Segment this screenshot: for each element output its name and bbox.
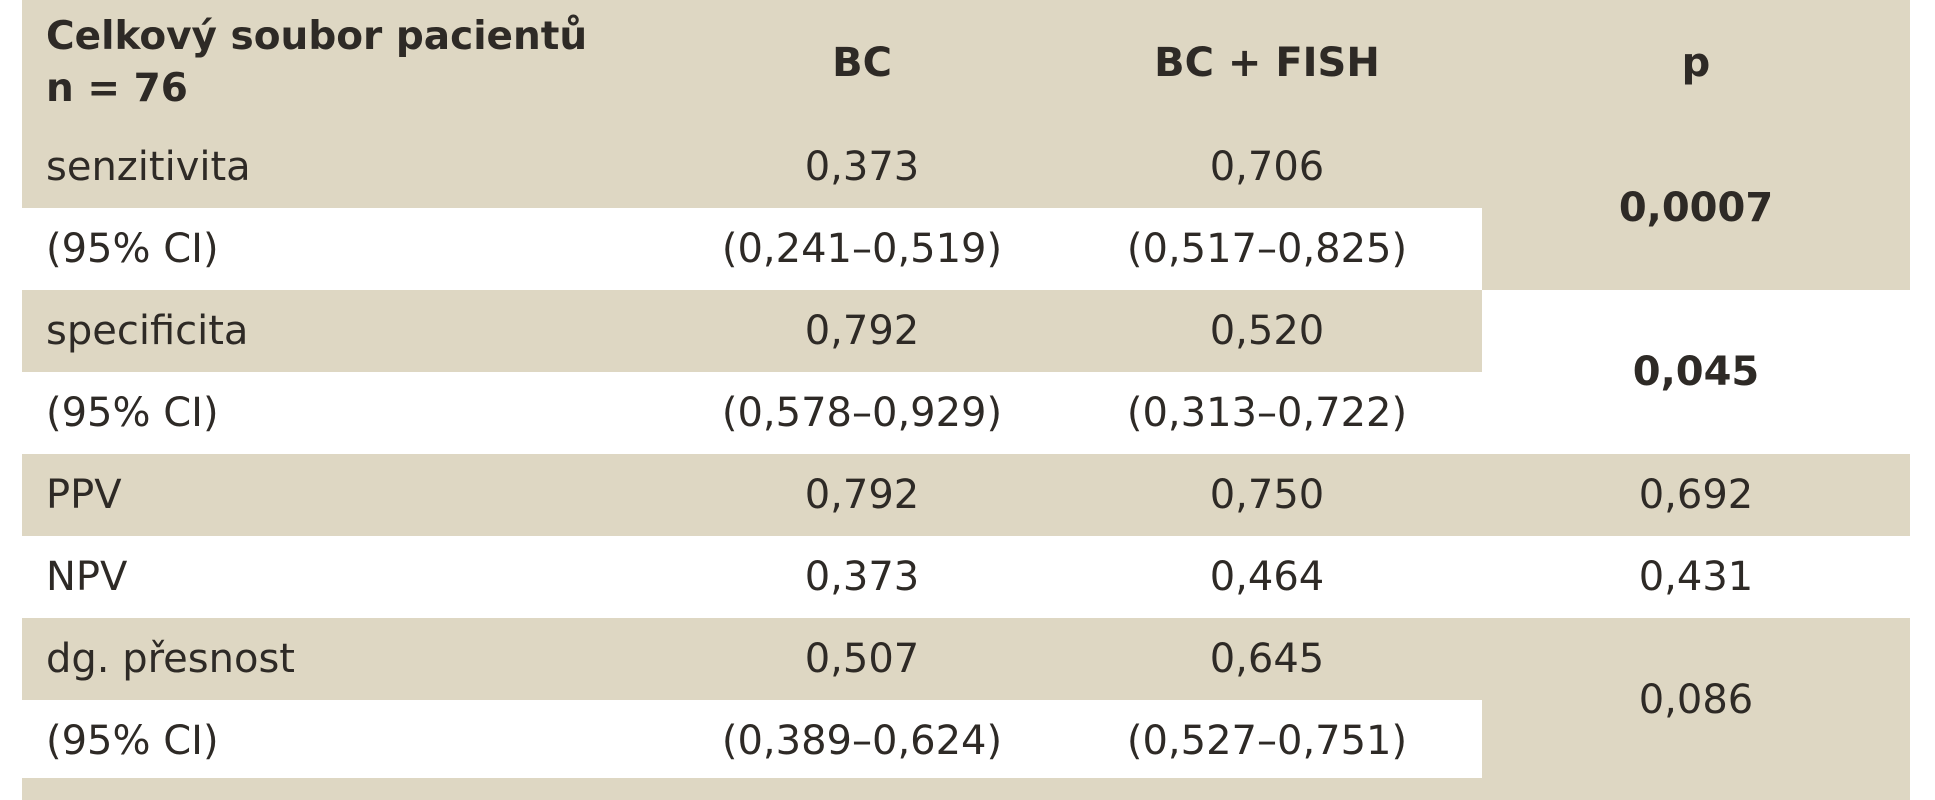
row-label: dg. přesnost <box>22 618 672 700</box>
bc-value: (0,578–0,929) <box>721 390 1003 436</box>
row-label: PPV <box>22 454 672 536</box>
p-value-cell: 0,045 <box>1482 290 1910 454</box>
bc-fish-value: 0,706 <box>1052 126 1482 208</box>
bc-value: 0,373 <box>804 554 920 600</box>
row-label: (95% CI) <box>46 226 219 272</box>
table-row: specificita 0,792 0,520 0,045 <box>22 290 1910 454</box>
table-row: (95% CI) (0,241–0,519) (0,517–0,825) <box>22 208 1910 290</box>
bc-value: 0,792 <box>672 290 1052 372</box>
table-row: (95% CI) (0,578–0,929) (0,313–0,722) <box>22 372 1910 454</box>
p-value-cell: 0,431 <box>1638 554 1754 600</box>
table-header-row: Celkový soubor pacientů n = 76 BC BC + F… <box>22 0 1910 126</box>
bc-fish-value: 0,520 <box>1052 290 1482 372</box>
bc-fish-value: (0,313–0,722) <box>1126 390 1408 436</box>
bc-fish-value: 0,645 <box>1052 618 1482 700</box>
bc-value: (0,389–0,624) <box>721 718 1003 764</box>
table-row: PPV 0,792 0,750 0,692 <box>22 454 1910 536</box>
table-row: (95% CI) (0,389–0,624) (0,527–0,751) <box>22 700 1910 782</box>
bc-fish-value: 0,750 <box>1052 454 1482 536</box>
row-label: (95% CI) <box>46 390 219 436</box>
bc-fish-value: 0,464 <box>1209 554 1325 600</box>
header-cohort-title: Celkový soubor pacientů <box>46 14 588 59</box>
header-cohort: Celkový soubor pacientů n = 76 <box>22 0 672 126</box>
table-row: dg. přesnost 0,507 0,645 0,086 <box>22 618 1910 782</box>
table-row: senzitivita 0,373 0,706 0,0007 <box>22 126 1910 290</box>
p-value-cell: 0,086 <box>1482 618 1910 782</box>
p-value-cell: 0,0007 <box>1482 126 1910 290</box>
bc-value: 0,507 <box>672 618 1052 700</box>
row-label: NPV <box>46 554 128 600</box>
row-label: (95% CI) <box>46 718 219 764</box>
header-bc: BC <box>672 0 1052 126</box>
bc-fish-value: (0,527–0,751) <box>1126 718 1408 764</box>
table-row: NPV 0,373 0,464 0,431 <box>22 536 1910 618</box>
bc-value: 0,792 <box>672 454 1052 536</box>
header-p-value: p <box>1482 0 1910 126</box>
bc-value: (0,241–0,519) <box>721 226 1003 272</box>
statistics-table: Celkový soubor pacientů n = 76 BC BC + F… <box>22 0 1910 782</box>
table-bottom-band <box>22 778 1910 800</box>
bc-value: 0,373 <box>672 126 1052 208</box>
header-bc-fish: BC + FISH <box>1052 0 1482 126</box>
row-label: specificita <box>22 290 672 372</box>
p-value-cell: 0,692 <box>1482 454 1910 536</box>
header-cohort-count: n = 76 <box>46 66 188 111</box>
row-label: senzitivita <box>22 126 672 208</box>
bc-fish-value: (0,517–0,825) <box>1126 226 1408 272</box>
